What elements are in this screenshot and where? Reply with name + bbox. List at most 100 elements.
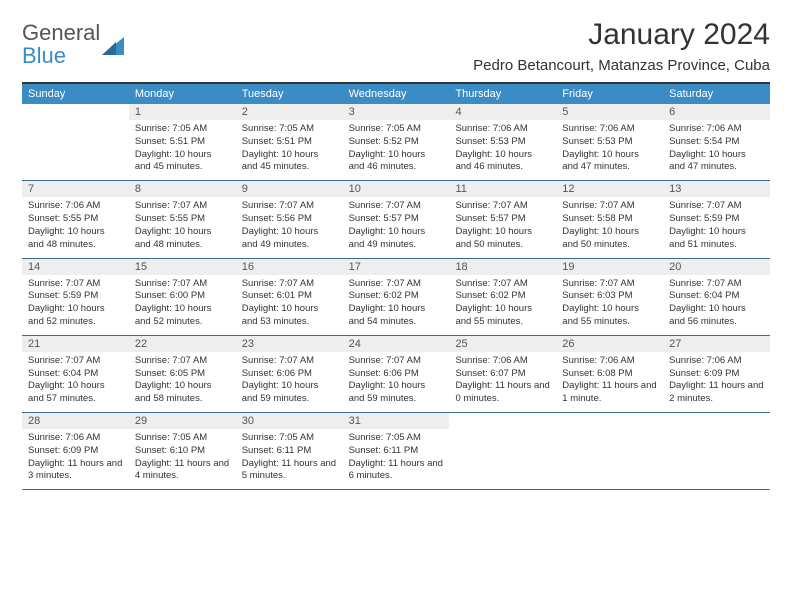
day-details: Sunrise: 7:07 AMSunset: 6:06 PMDaylight:…	[343, 352, 450, 412]
day-number: 29	[129, 413, 236, 429]
sunset-line: Sunset: 6:06 PM	[242, 368, 337, 381]
sunrise-line: Sunrise: 7:07 AM	[28, 355, 123, 368]
day-cell: 27Sunrise: 7:06 AMSunset: 6:09 PMDayligh…	[663, 336, 770, 412]
day-number-empty	[22, 104, 129, 121]
daylight-line: Daylight: 10 hours and 49 minutes.	[242, 226, 337, 252]
week-row: 1Sunrise: 7:05 AMSunset: 5:51 PMDaylight…	[22, 104, 770, 181]
daylight-line: Daylight: 10 hours and 52 minutes.	[28, 303, 123, 329]
day-number: 16	[236, 259, 343, 275]
day-cell: 30Sunrise: 7:05 AMSunset: 6:11 PMDayligh…	[236, 413, 343, 489]
day-number: 28	[22, 413, 129, 429]
daylight-line: Daylight: 10 hours and 50 minutes.	[562, 226, 657, 252]
day-cell: 1Sunrise: 7:05 AMSunset: 5:51 PMDaylight…	[129, 104, 236, 180]
daylight-line: Daylight: 10 hours and 52 minutes.	[135, 303, 230, 329]
day-cell: 14Sunrise: 7:07 AMSunset: 5:59 PMDayligh…	[22, 259, 129, 335]
sunset-line: Sunset: 6:04 PM	[669, 290, 764, 303]
daylight-line: Daylight: 10 hours and 48 minutes.	[135, 226, 230, 252]
day-number: 13	[663, 181, 770, 197]
daylight-line: Daylight: 10 hours and 45 minutes.	[242, 149, 337, 175]
day-cell: 4Sunrise: 7:06 AMSunset: 5:53 PMDaylight…	[449, 104, 556, 180]
daylight-line: Daylight: 10 hours and 55 minutes.	[455, 303, 550, 329]
day-header-row: Sunday Monday Tuesday Wednesday Thursday…	[22, 84, 770, 104]
day-details: Sunrise: 7:07 AMSunset: 5:56 PMDaylight:…	[236, 197, 343, 257]
sunset-line: Sunset: 6:07 PM	[455, 368, 550, 381]
sunrise-line: Sunrise: 7:07 AM	[455, 278, 550, 291]
day-number: 4	[449, 104, 556, 120]
day-number: 19	[556, 259, 663, 275]
day-details: Sunrise: 7:07 AMSunset: 5:57 PMDaylight:…	[449, 197, 556, 257]
day-details: Sunrise: 7:05 AMSunset: 5:52 PMDaylight:…	[343, 120, 450, 180]
dayhead-monday: Monday	[129, 84, 236, 104]
day-details: Sunrise: 7:07 AMSunset: 6:01 PMDaylight:…	[236, 275, 343, 335]
daylight-line: Daylight: 11 hours and 3 minutes.	[28, 458, 123, 484]
day-cell: 25Sunrise: 7:06 AMSunset: 6:07 PMDayligh…	[449, 336, 556, 412]
day-cell: 8Sunrise: 7:07 AMSunset: 5:55 PMDaylight…	[129, 181, 236, 257]
sunset-line: Sunset: 5:53 PM	[455, 136, 550, 149]
day-cell: 3Sunrise: 7:05 AMSunset: 5:52 PMDaylight…	[343, 104, 450, 180]
day-number: 12	[556, 181, 663, 197]
sunset-line: Sunset: 5:59 PM	[669, 213, 764, 226]
sunrise-line: Sunrise: 7:05 AM	[349, 432, 444, 445]
sunrise-line: Sunrise: 7:06 AM	[562, 123, 657, 136]
day-number-empty	[556, 413, 663, 430]
sunset-line: Sunset: 6:03 PM	[562, 290, 657, 303]
day-details: Sunrise: 7:07 AMSunset: 6:03 PMDaylight:…	[556, 275, 663, 335]
sunrise-line: Sunrise: 7:07 AM	[135, 355, 230, 368]
daylight-line: Daylight: 10 hours and 56 minutes.	[669, 303, 764, 329]
daylight-line: Daylight: 11 hours and 2 minutes.	[669, 380, 764, 406]
daylight-line: Daylight: 10 hours and 47 minutes.	[669, 149, 764, 175]
sunset-line: Sunset: 6:11 PM	[349, 445, 444, 458]
day-number: 31	[343, 413, 450, 429]
daylight-line: Daylight: 10 hours and 47 minutes.	[562, 149, 657, 175]
day-cell: 6Sunrise: 7:06 AMSunset: 5:54 PMDaylight…	[663, 104, 770, 180]
day-details: Sunrise: 7:06 AMSunset: 5:55 PMDaylight:…	[22, 197, 129, 257]
day-details: Sunrise: 7:07 AMSunset: 6:06 PMDaylight:…	[236, 352, 343, 412]
day-number-empty	[663, 413, 770, 430]
day-details	[556, 430, 663, 486]
day-cell	[22, 104, 129, 180]
sunrise-line: Sunrise: 7:07 AM	[349, 355, 444, 368]
day-cell: 28Sunrise: 7:06 AMSunset: 6:09 PMDayligh…	[22, 413, 129, 489]
location: Pedro Betancourt, Matanzas Province, Cub…	[473, 57, 770, 74]
daylight-line: Daylight: 11 hours and 5 minutes.	[242, 458, 337, 484]
day-number: 6	[663, 104, 770, 120]
week-row: 28Sunrise: 7:06 AMSunset: 6:09 PMDayligh…	[22, 413, 770, 490]
weeks-container: 1Sunrise: 7:05 AMSunset: 5:51 PMDaylight…	[22, 104, 770, 490]
day-details: Sunrise: 7:06 AMSunset: 6:09 PMDaylight:…	[22, 429, 129, 489]
daylight-line: Daylight: 10 hours and 46 minutes.	[455, 149, 550, 175]
day-cell: 18Sunrise: 7:07 AMSunset: 6:02 PMDayligh…	[449, 259, 556, 335]
daylight-line: Daylight: 10 hours and 59 minutes.	[349, 380, 444, 406]
sunrise-line: Sunrise: 7:06 AM	[562, 355, 657, 368]
sunrise-line: Sunrise: 7:07 AM	[349, 200, 444, 213]
header: General Blue January 2024 Pedro Betancou…	[22, 18, 770, 74]
day-number: 25	[449, 336, 556, 352]
week-row: 7Sunrise: 7:06 AMSunset: 5:55 PMDaylight…	[22, 181, 770, 258]
sunset-line: Sunset: 5:57 PM	[455, 213, 550, 226]
logo-word-1: General	[22, 20, 100, 45]
day-cell	[663, 413, 770, 489]
sunrise-line: Sunrise: 7:07 AM	[562, 200, 657, 213]
sunset-line: Sunset: 6:10 PM	[135, 445, 230, 458]
sunrise-line: Sunrise: 7:06 AM	[28, 432, 123, 445]
sunrise-line: Sunrise: 7:06 AM	[28, 200, 123, 213]
day-cell: 2Sunrise: 7:05 AMSunset: 5:51 PMDaylight…	[236, 104, 343, 180]
day-details: Sunrise: 7:05 AMSunset: 6:10 PMDaylight:…	[129, 429, 236, 489]
dayhead-sunday: Sunday	[22, 84, 129, 104]
sunset-line: Sunset: 6:09 PM	[28, 445, 123, 458]
sunset-line: Sunset: 5:56 PM	[242, 213, 337, 226]
day-details: Sunrise: 7:07 AMSunset: 6:05 PMDaylight:…	[129, 352, 236, 412]
title-block: January 2024 Pedro Betancourt, Matanzas …	[473, 18, 770, 74]
day-cell: 10Sunrise: 7:07 AMSunset: 5:57 PMDayligh…	[343, 181, 450, 257]
day-cell	[449, 413, 556, 489]
sunset-line: Sunset: 6:02 PM	[349, 290, 444, 303]
day-cell: 12Sunrise: 7:07 AMSunset: 5:58 PMDayligh…	[556, 181, 663, 257]
day-details	[22, 121, 129, 177]
day-details: Sunrise: 7:05 AMSunset: 5:51 PMDaylight:…	[129, 120, 236, 180]
sunset-line: Sunset: 5:55 PM	[135, 213, 230, 226]
daylight-line: Daylight: 11 hours and 4 minutes.	[135, 458, 230, 484]
logo-text: General Blue	[22, 22, 100, 68]
daylight-line: Daylight: 10 hours and 57 minutes.	[28, 380, 123, 406]
month-title: January 2024	[473, 18, 770, 51]
day-cell: 20Sunrise: 7:07 AMSunset: 6:04 PMDayligh…	[663, 259, 770, 335]
day-number: 15	[129, 259, 236, 275]
